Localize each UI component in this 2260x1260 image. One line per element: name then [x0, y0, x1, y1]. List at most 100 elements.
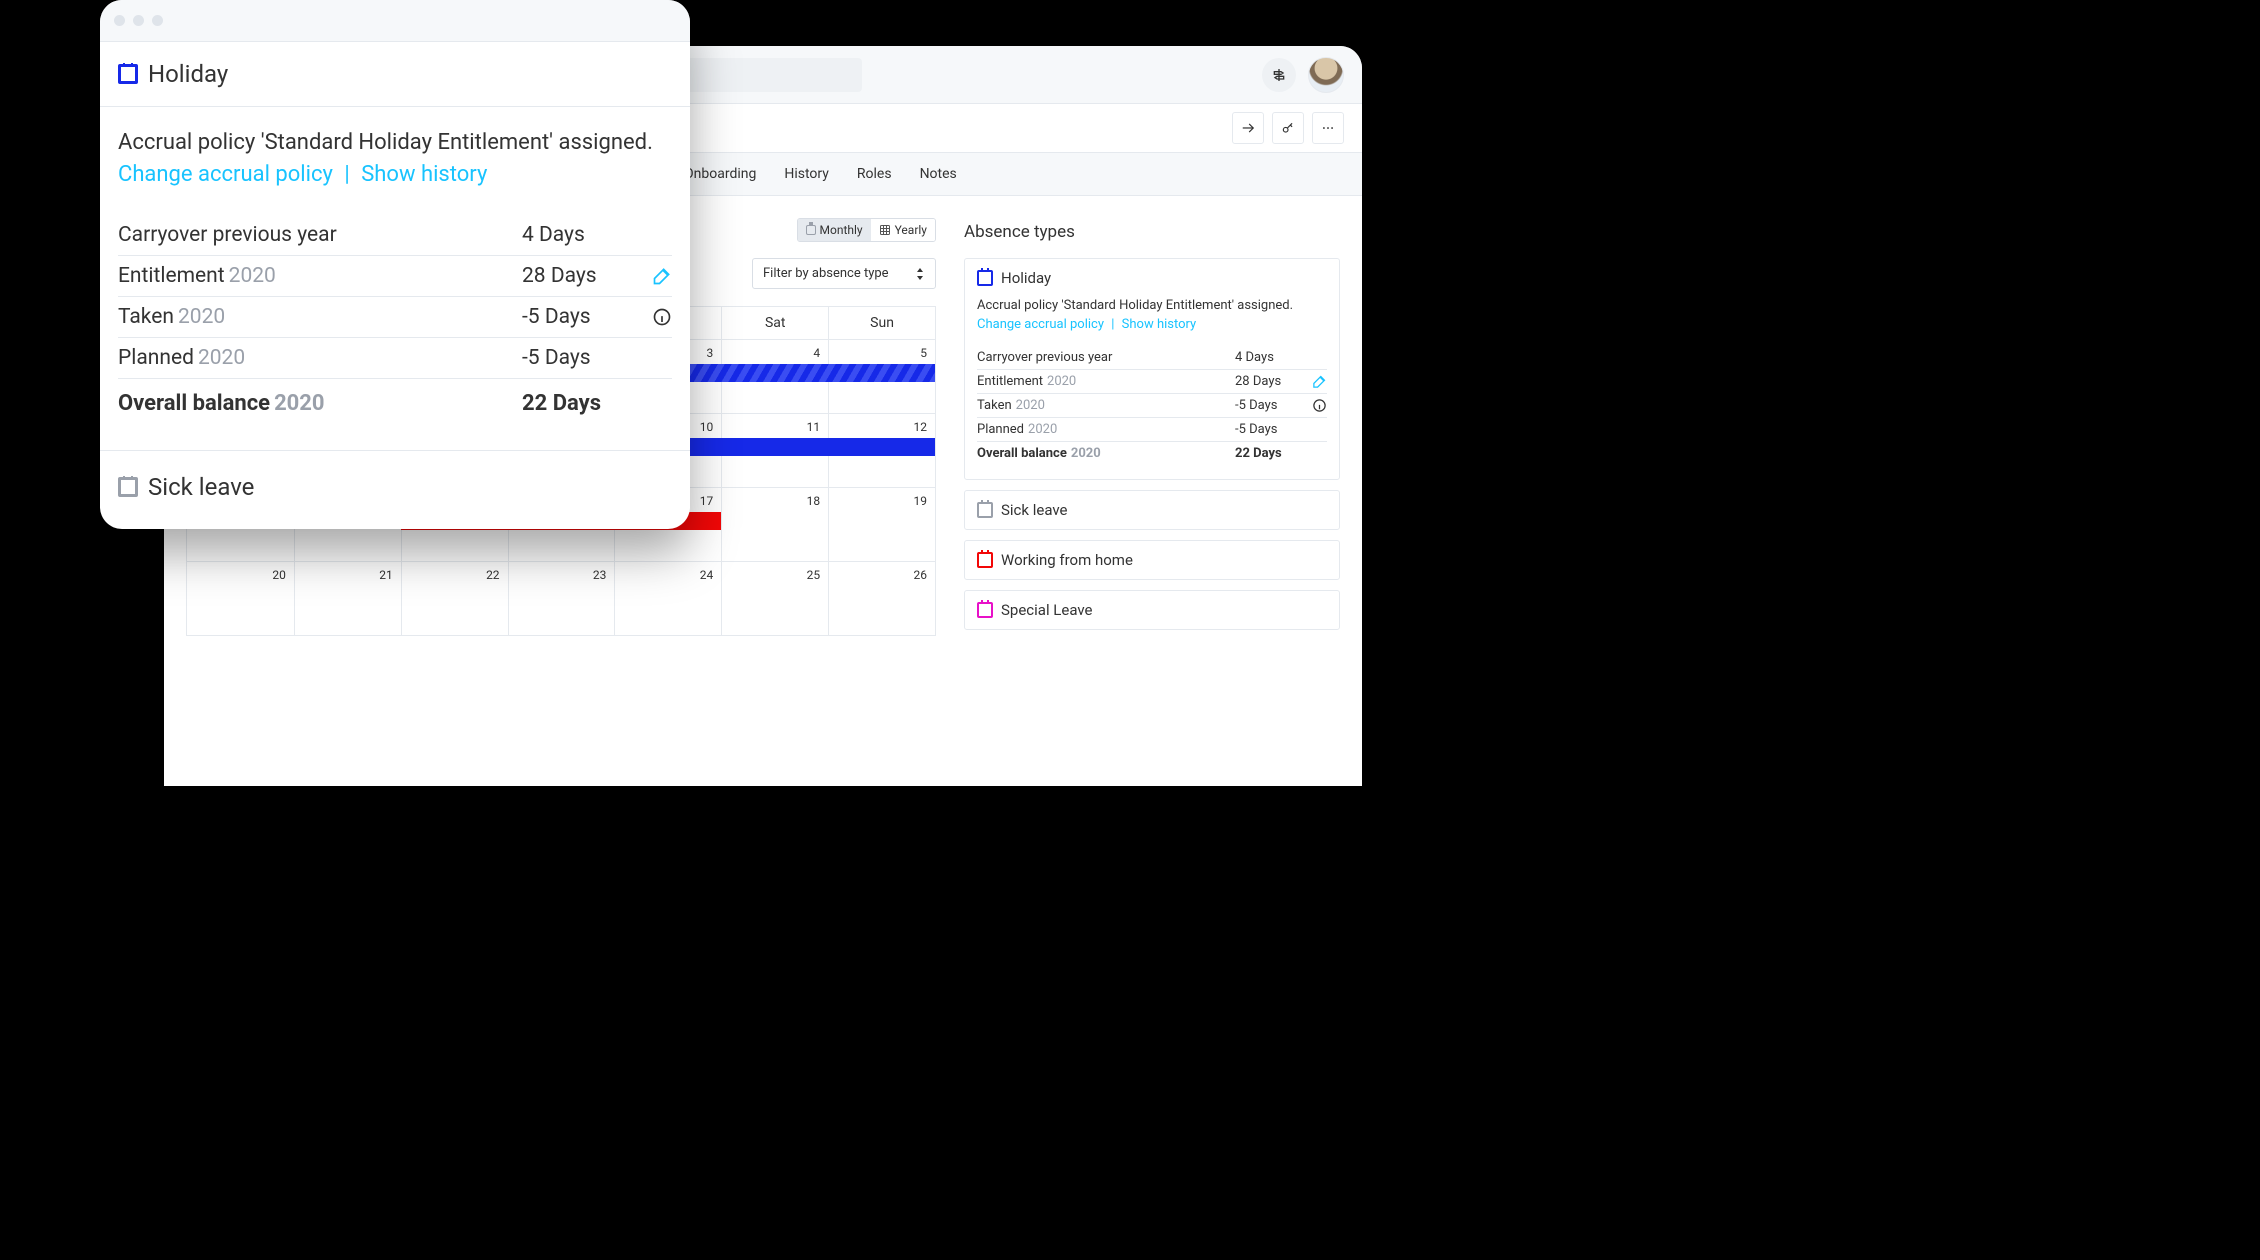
- row-label: Carryover previous year: [977, 350, 1235, 365]
- foot-title: Sick leave: [148, 473, 254, 501]
- row-label: Taken2020: [977, 398, 1235, 413]
- table-row: Entitlement202028 Days: [118, 256, 672, 297]
- row-value: 4 Days: [1235, 350, 1305, 365]
- row-value: -5 Days: [522, 305, 642, 329]
- calendar-cell[interactable]: 23: [508, 562, 615, 635]
- type-head-special[interactable]: Special Leave: [977, 601, 1327, 619]
- divider: |: [344, 162, 349, 187]
- row-value: -5 Days: [1235, 398, 1305, 413]
- calendar-cell[interactable]: 18: [721, 488, 828, 561]
- day-number: 3: [707, 346, 714, 360]
- edit-icon[interactable]: [1305, 374, 1327, 389]
- divider: |: [1111, 317, 1114, 332]
- key-button[interactable]: [1272, 112, 1304, 144]
- row-value: 4 Days: [522, 223, 642, 247]
- table-row: Overall balance202022 Days: [118, 379, 672, 424]
- calendar-cell[interactable]: 26: [828, 562, 935, 635]
- type-title: Special Leave: [1001, 601, 1093, 619]
- popup-foot[interactable]: Sick leave: [100, 451, 690, 529]
- tab-roles[interactable]: Roles: [857, 166, 892, 182]
- table-row: Planned2020-5 Days: [118, 338, 672, 379]
- change-policy-link[interactable]: Change accrual policy: [977, 317, 1104, 332]
- tab-history[interactable]: History: [784, 166, 829, 182]
- day-header: Sun: [828, 307, 935, 340]
- year: 2020: [178, 305, 225, 329]
- day-number: 10: [700, 420, 714, 434]
- day-number: 25: [807, 568, 821, 582]
- table-row: Taken2020-5 Days: [118, 297, 672, 338]
- view-yearly[interactable]: Yearly: [871, 219, 935, 241]
- type-title: Working from home: [1001, 551, 1133, 569]
- day-number: 23: [593, 568, 607, 582]
- table-row: Carryover previous year4 Days: [118, 215, 672, 256]
- day-number: 18: [807, 494, 821, 508]
- edit-icon[interactable]: [642, 266, 672, 286]
- holiday-popup: Holiday Accrual policy 'Standard Holiday…: [100, 0, 690, 529]
- day-number: 17: [700, 494, 714, 508]
- calendar-icon: [977, 602, 993, 618]
- day-number: 5: [920, 346, 927, 360]
- holiday-balance-table: Carryover previous year4 DaysEntitlement…: [118, 215, 672, 424]
- row-value: 28 Days: [522, 264, 642, 288]
- show-history-link[interactable]: Show history: [361, 162, 487, 187]
- calendar-cell[interactable]: 24: [614, 562, 721, 635]
- row-label: Overall balance2020: [977, 446, 1235, 461]
- year: 2020: [1016, 398, 1045, 413]
- day-number: 11: [807, 420, 821, 434]
- type-head-wfh[interactable]: Working from home: [977, 551, 1327, 569]
- popup-links: Change accrual policy | Show history: [118, 162, 672, 187]
- type-title: Sick leave: [1001, 501, 1068, 519]
- day-number: 22: [486, 568, 500, 582]
- row-label: Carryover previous year: [118, 223, 522, 247]
- traffic-light: [114, 15, 125, 26]
- calendar-icon: [977, 270, 993, 286]
- more-button[interactable]: [1312, 112, 1344, 144]
- filter-absence-type[interactable]: Filter by absence type: [752, 258, 936, 289]
- row-value: 22 Days: [1235, 446, 1305, 461]
- row-label: Entitlement2020: [118, 264, 522, 288]
- popup-body: Accrual policy 'Standard Holiday Entitle…: [100, 107, 690, 451]
- row-value: 28 Days: [1235, 374, 1305, 389]
- policy-links: Change accrual policy | Show history: [977, 317, 1327, 332]
- calendar-cell[interactable]: 20: [187, 562, 294, 635]
- policy-note: Accrual policy 'Standard Holiday Entitle…: [118, 129, 672, 158]
- view-monthly[interactable]: Monthly: [798, 219, 871, 241]
- table-row: Carryover previous year4 Days: [977, 346, 1327, 370]
- tab-onboarding[interactable]: Onboarding: [684, 166, 756, 182]
- view-toggle: Monthly Yearly: [797, 218, 936, 242]
- day-header: Sat: [721, 307, 828, 340]
- sidebar-title: Absence types: [964, 222, 1340, 242]
- type-card-sick: Sick leave: [964, 490, 1340, 530]
- show-history-link[interactable]: Show history: [1122, 317, 1197, 332]
- day-number: 19: [913, 494, 927, 508]
- type-title: Holiday: [1001, 269, 1051, 287]
- info-icon[interactable]: [1305, 398, 1327, 413]
- traffic-light: [133, 15, 144, 26]
- row-value: -5 Days: [522, 346, 642, 370]
- row-label: Entitlement2020: [977, 374, 1235, 389]
- type-card-holiday: Holiday Accrual policy 'Standard Holiday…: [964, 258, 1340, 480]
- calendar-cell[interactable]: 21: [294, 562, 401, 635]
- calendar-cell[interactable]: 22: [401, 562, 508, 635]
- type-head-sick[interactable]: Sick leave: [977, 501, 1327, 519]
- grid-icon: [879, 224, 891, 236]
- type-head-holiday[interactable]: Holiday: [977, 269, 1327, 287]
- type-card-special: Special Leave: [964, 590, 1340, 630]
- row-label: Taken2020: [118, 305, 522, 329]
- table-row: Entitlement202028 Days: [977, 370, 1327, 394]
- calendar-cell[interactable]: 25: [721, 562, 828, 635]
- row-label: Planned2020: [977, 422, 1235, 437]
- change-policy-link[interactable]: Change accrual policy: [118, 162, 333, 187]
- row-value: -5 Days: [1235, 422, 1305, 437]
- info-icon[interactable]: [642, 307, 672, 327]
- enter-button[interactable]: [1232, 112, 1264, 144]
- tab-notes[interactable]: Notes: [920, 166, 957, 182]
- view-monthly-label: Monthly: [820, 223, 863, 237]
- calendar-icon: [806, 225, 816, 235]
- row-label: Overall balance2020: [118, 391, 522, 416]
- avatar[interactable]: [1308, 57, 1344, 93]
- year: 2020: [1047, 374, 1076, 389]
- year: 2020: [229, 264, 276, 288]
- calendar-cell[interactable]: 19: [828, 488, 935, 561]
- signpost-icon[interactable]: [1262, 58, 1296, 92]
